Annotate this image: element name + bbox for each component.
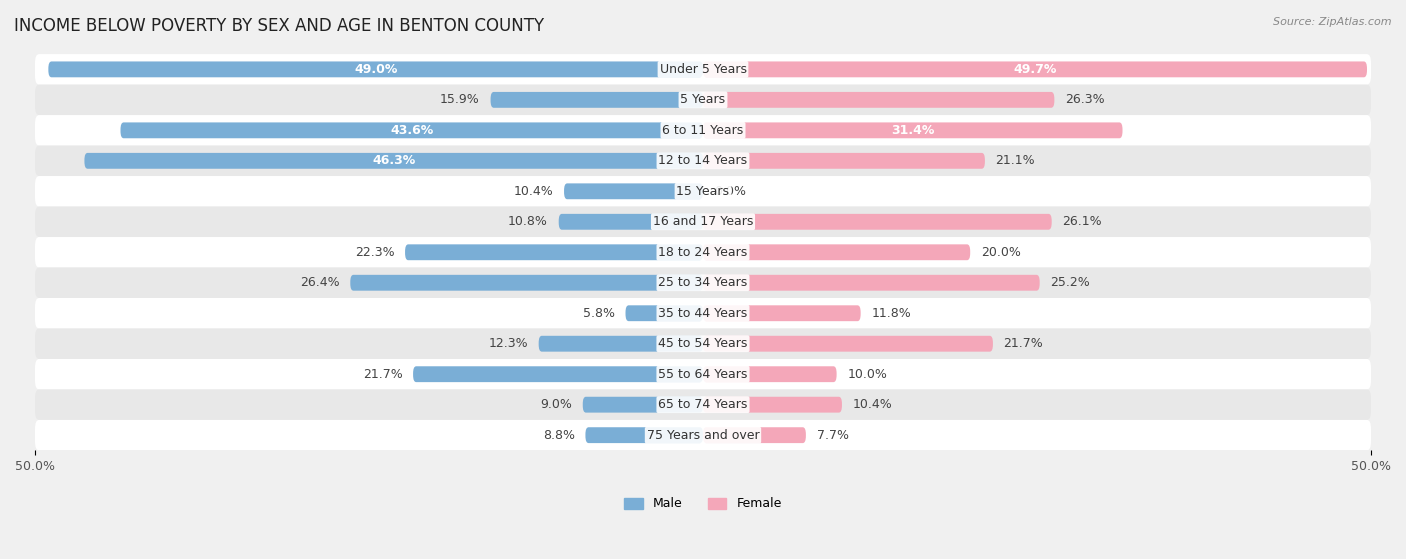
FancyBboxPatch shape: [703, 92, 1054, 108]
FancyBboxPatch shape: [703, 122, 1122, 138]
FancyBboxPatch shape: [35, 237, 1371, 268]
Text: 25 to 34 Years: 25 to 34 Years: [658, 276, 748, 289]
Text: INCOME BELOW POVERTY BY SEX AND AGE IN BENTON COUNTY: INCOME BELOW POVERTY BY SEX AND AGE IN B…: [14, 17, 544, 35]
Text: Source: ZipAtlas.com: Source: ZipAtlas.com: [1274, 17, 1392, 27]
FancyBboxPatch shape: [35, 268, 1371, 298]
Text: 16 and 17 Years: 16 and 17 Years: [652, 215, 754, 228]
Text: 49.7%: 49.7%: [1014, 63, 1057, 76]
Text: 10.0%: 10.0%: [848, 368, 887, 381]
Text: 46.3%: 46.3%: [373, 154, 415, 167]
Text: 49.0%: 49.0%: [354, 63, 398, 76]
Text: 20.0%: 20.0%: [981, 246, 1021, 259]
Text: 45 to 54 Years: 45 to 54 Years: [658, 337, 748, 350]
Text: 5 Years: 5 Years: [681, 93, 725, 106]
FancyBboxPatch shape: [35, 54, 1371, 84]
Text: 35 to 44 Years: 35 to 44 Years: [658, 307, 748, 320]
FancyBboxPatch shape: [626, 305, 703, 321]
FancyBboxPatch shape: [585, 427, 703, 443]
FancyBboxPatch shape: [703, 61, 1367, 77]
FancyBboxPatch shape: [35, 145, 1371, 176]
Text: 65 to 74 Years: 65 to 74 Years: [658, 398, 748, 411]
FancyBboxPatch shape: [703, 336, 993, 352]
Text: 43.6%: 43.6%: [389, 124, 433, 137]
Text: 8.8%: 8.8%: [543, 429, 575, 442]
Text: 7.7%: 7.7%: [817, 429, 849, 442]
FancyBboxPatch shape: [703, 305, 860, 321]
Text: 21.1%: 21.1%: [995, 154, 1035, 167]
Text: 10.8%: 10.8%: [508, 215, 548, 228]
Text: 18 to 24 Years: 18 to 24 Years: [658, 246, 748, 259]
FancyBboxPatch shape: [538, 336, 703, 352]
Text: 5.8%: 5.8%: [583, 307, 614, 320]
Text: 0.0%: 0.0%: [714, 185, 745, 198]
FancyBboxPatch shape: [35, 420, 1371, 451]
FancyBboxPatch shape: [35, 84, 1371, 115]
Text: 55 to 64 Years: 55 to 64 Years: [658, 368, 748, 381]
Legend: Male, Female: Male, Female: [619, 492, 787, 515]
Text: 21.7%: 21.7%: [1004, 337, 1043, 350]
FancyBboxPatch shape: [35, 206, 1371, 237]
Text: 11.8%: 11.8%: [872, 307, 911, 320]
FancyBboxPatch shape: [121, 122, 703, 138]
FancyBboxPatch shape: [703, 427, 806, 443]
FancyBboxPatch shape: [35, 329, 1371, 359]
Text: 26.1%: 26.1%: [1063, 215, 1102, 228]
FancyBboxPatch shape: [35, 176, 1371, 206]
Text: 26.4%: 26.4%: [299, 276, 340, 289]
FancyBboxPatch shape: [405, 244, 703, 260]
Text: 25.2%: 25.2%: [1050, 276, 1090, 289]
FancyBboxPatch shape: [48, 61, 703, 77]
FancyBboxPatch shape: [84, 153, 703, 169]
FancyBboxPatch shape: [35, 359, 1371, 390]
FancyBboxPatch shape: [703, 366, 837, 382]
FancyBboxPatch shape: [564, 183, 703, 199]
Text: 10.4%: 10.4%: [513, 185, 554, 198]
FancyBboxPatch shape: [703, 275, 1039, 291]
FancyBboxPatch shape: [35, 115, 1371, 145]
FancyBboxPatch shape: [35, 390, 1371, 420]
FancyBboxPatch shape: [558, 214, 703, 230]
Text: 21.7%: 21.7%: [363, 368, 402, 381]
FancyBboxPatch shape: [582, 397, 703, 413]
Text: 12 to 14 Years: 12 to 14 Years: [658, 154, 748, 167]
FancyBboxPatch shape: [703, 214, 1052, 230]
FancyBboxPatch shape: [703, 153, 984, 169]
Text: 15 Years: 15 Years: [676, 185, 730, 198]
Text: 75 Years and over: 75 Years and over: [647, 429, 759, 442]
Text: 12.3%: 12.3%: [488, 337, 529, 350]
Text: 26.3%: 26.3%: [1066, 93, 1105, 106]
Text: 15.9%: 15.9%: [440, 93, 479, 106]
Text: 10.4%: 10.4%: [852, 398, 893, 411]
Text: 22.3%: 22.3%: [354, 246, 395, 259]
FancyBboxPatch shape: [413, 366, 703, 382]
Text: 9.0%: 9.0%: [540, 398, 572, 411]
Text: 6 to 11 Years: 6 to 11 Years: [662, 124, 744, 137]
Text: Under 5 Years: Under 5 Years: [659, 63, 747, 76]
FancyBboxPatch shape: [350, 275, 703, 291]
FancyBboxPatch shape: [703, 244, 970, 260]
FancyBboxPatch shape: [491, 92, 703, 108]
FancyBboxPatch shape: [703, 397, 842, 413]
Text: 31.4%: 31.4%: [891, 124, 935, 137]
FancyBboxPatch shape: [35, 298, 1371, 329]
